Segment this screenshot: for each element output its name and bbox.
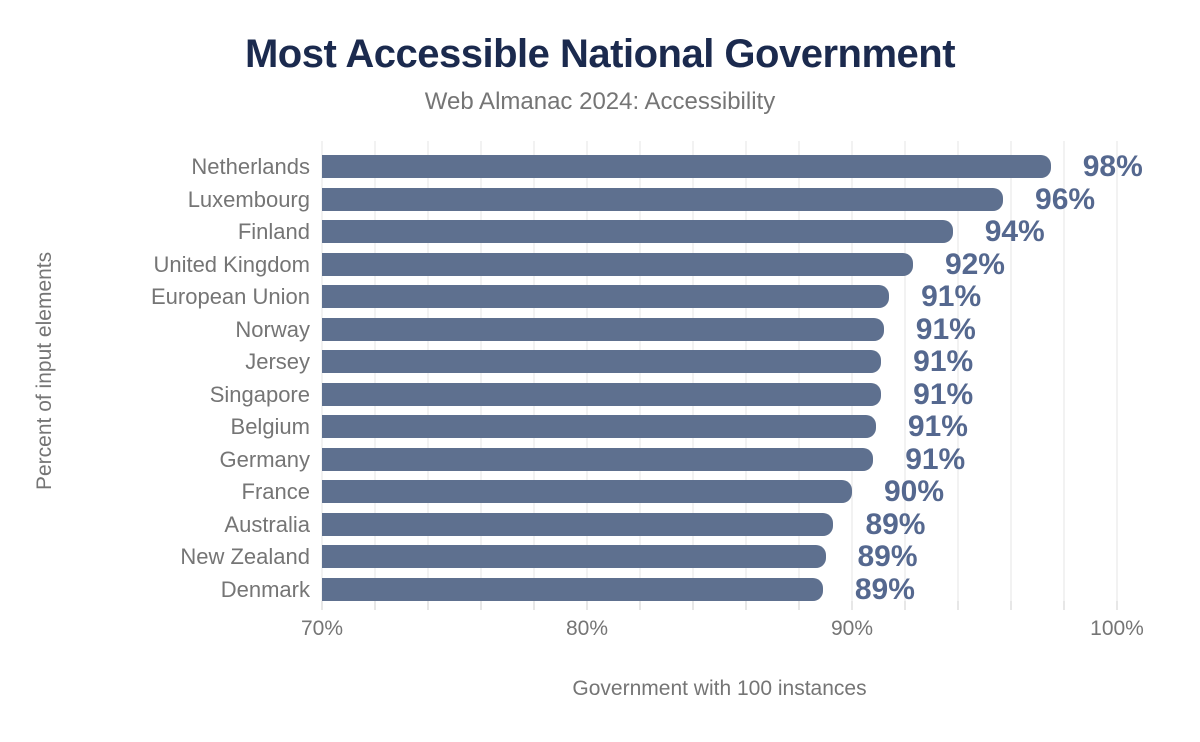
category-label: Netherlands xyxy=(191,154,310,179)
gridline xyxy=(1010,141,1012,601)
axis-tickmark xyxy=(851,601,853,610)
bar-rows: Netherlands 98% Luxembourg 96% Finland 9… xyxy=(0,141,1200,606)
x-axis-tick-label: 70% xyxy=(300,617,344,640)
value-label: 90% xyxy=(884,475,945,508)
value-label: 91% xyxy=(905,442,966,476)
axis-tickmark xyxy=(639,601,641,610)
bar xyxy=(322,415,876,438)
value-label: 92% xyxy=(944,247,1005,281)
value-label: 94% xyxy=(984,215,1045,248)
axis-tickmark xyxy=(798,601,800,610)
category-label: Denmark xyxy=(220,576,310,602)
x-axis-tickmarks xyxy=(321,601,1118,610)
axis-tickmark xyxy=(427,601,429,610)
axis-tickmark xyxy=(745,601,747,610)
gridline xyxy=(1116,141,1118,601)
value-label: 91% xyxy=(907,410,968,443)
category-label: Germany xyxy=(219,446,310,472)
bar-row: Australia 89% xyxy=(0,508,1200,541)
value-label: 91% xyxy=(913,377,974,411)
x-axis-tick-label: 80% xyxy=(565,617,609,640)
axis-tickmark xyxy=(904,601,906,610)
bar xyxy=(322,317,884,341)
category-label: Jersey xyxy=(245,349,310,374)
value-label: 96% xyxy=(1035,182,1096,216)
chart-subtitle: Web Almanac 2024: Accessibility xyxy=(424,88,776,115)
bar xyxy=(322,447,874,471)
bar xyxy=(322,382,882,406)
bar xyxy=(322,512,834,536)
bar-row: Denmark 89% xyxy=(0,573,1200,606)
chart-title: Most Accessible National Government xyxy=(244,32,956,76)
bar-row: Finland 94% xyxy=(0,215,1200,248)
axis-tickmark xyxy=(1063,601,1065,610)
axis-tickmark xyxy=(1116,601,1118,610)
axis-tickmark xyxy=(692,601,694,610)
category-label: New Zealand xyxy=(180,544,310,569)
value-label: 91% xyxy=(921,280,982,313)
axis-tickmark xyxy=(374,601,376,610)
value-label: 89% xyxy=(854,572,915,606)
bar xyxy=(322,545,826,568)
bar xyxy=(322,220,953,243)
value-label: 89% xyxy=(865,507,926,541)
axis-tickmark xyxy=(957,601,959,610)
bar-row: New Zealand 89% xyxy=(0,540,1200,573)
category-label: Finland xyxy=(237,219,310,244)
bar xyxy=(322,285,890,308)
x-axis-tick-labels: 70% 80% 90% 100% xyxy=(301,617,1144,643)
axis-tickmark xyxy=(586,601,588,610)
category-label: Belgium xyxy=(230,414,310,439)
x-axis-tick-label: 90% xyxy=(830,617,874,640)
category-label: Australia xyxy=(224,511,310,537)
category-label: United Kingdom xyxy=(153,251,310,277)
category-label: Norway xyxy=(235,316,310,342)
bar xyxy=(322,480,852,503)
bar-row: United Kingdom 92% xyxy=(0,248,1200,281)
bar xyxy=(322,577,823,601)
axis-tickmark xyxy=(533,601,535,610)
bar-row: Luxembourg 96% xyxy=(0,183,1200,216)
bar xyxy=(322,252,913,276)
axis-tickmark xyxy=(321,601,323,610)
bar xyxy=(322,350,882,373)
value-label: 91% xyxy=(915,312,976,346)
axis-tickmark xyxy=(1010,601,1012,610)
category-label: European Union xyxy=(150,284,310,309)
bar-row: Netherlands 98% xyxy=(0,150,1200,183)
x-axis-tick-label: 100% xyxy=(1090,617,1144,640)
bar xyxy=(322,187,1004,211)
bar-row: Germany 91% xyxy=(0,443,1200,476)
bar-row: Singapore 91% xyxy=(0,378,1200,411)
value-label: 98% xyxy=(1082,150,1143,183)
bar-row: Belgium 91% xyxy=(0,410,1200,443)
axis-tickmark xyxy=(480,601,482,610)
bar-row: European Union 91% xyxy=(0,280,1200,313)
bar xyxy=(322,155,1051,178)
bar-row: Jersey 91% xyxy=(0,345,1200,378)
value-label: 91% xyxy=(913,345,974,378)
category-label: France xyxy=(241,479,310,504)
bar-row: Norway 91% xyxy=(0,313,1200,346)
gridline xyxy=(957,141,959,601)
value-label: 89% xyxy=(857,540,918,573)
category-label: Singapore xyxy=(209,381,310,407)
x-axis-title: Government with 100 instances xyxy=(572,677,867,700)
gridline xyxy=(1063,141,1065,601)
bar-row: France 90% xyxy=(0,475,1200,508)
gridline xyxy=(904,141,906,601)
category-label: Luxembourg xyxy=(187,186,310,212)
